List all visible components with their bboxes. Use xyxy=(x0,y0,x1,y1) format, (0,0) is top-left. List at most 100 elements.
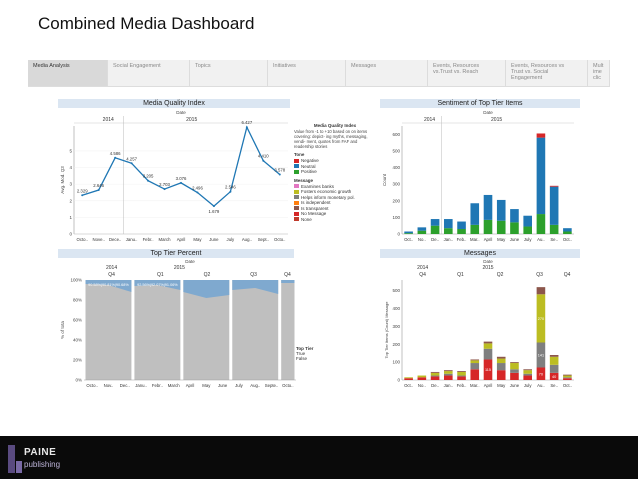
legend-message-item[interactable]: No Message xyxy=(294,211,376,217)
legend-tone-swatch xyxy=(294,158,299,163)
legend-tone-item[interactable]: Negative xyxy=(294,158,376,164)
mqi-data-point xyxy=(278,173,281,176)
legend-tone-list: Negative Neutral Positive xyxy=(294,158,376,175)
ttp-quarter-label: Q3 xyxy=(250,272,257,278)
tab-5[interactable]: Messages xyxy=(346,60,428,86)
messages-bar-other xyxy=(523,369,532,371)
messages-x-tick-label: July xyxy=(524,383,532,388)
legend-message-item[interactable]: None xyxy=(294,217,376,223)
messages-bar-other xyxy=(549,355,559,357)
sentiment-x-tick-label: April xyxy=(484,237,493,242)
top-tier-legend-label: True xyxy=(296,351,306,356)
ttp-y-tick-label: 60% xyxy=(73,318,82,323)
messages-bar-grey xyxy=(483,348,493,360)
messages-bar-red xyxy=(549,372,559,380)
ttp-false-area xyxy=(232,280,279,380)
mqi-y-axis-label: Avg. Mod. Q3 xyxy=(60,166,65,194)
ttp-x-tick-label: May xyxy=(202,383,211,388)
legend-message-label: No Message xyxy=(301,211,327,217)
mqi-data-label: 6.427 xyxy=(241,120,252,125)
legend-message-item[interactable]: Helps inform monetary pol. xyxy=(294,195,376,201)
messages-date-label: Date xyxy=(483,259,493,264)
mqi-data-point xyxy=(97,189,100,192)
mqi-y-tick-label: 4 xyxy=(69,165,72,170)
sentiment-x-tick-label: No.. xyxy=(418,237,426,242)
messages-x-tick-label: Mar.. xyxy=(470,383,480,388)
top-tier-legend-item[interactable]: False xyxy=(296,356,336,361)
messages-bar-olive xyxy=(510,363,519,370)
sentiment-y-tick-label: 300 xyxy=(392,182,400,187)
messages-bar-label: 40 xyxy=(552,375,556,379)
messages-year-label: 2015 xyxy=(482,265,493,271)
sentiment-y-tick-label: 200 xyxy=(392,198,400,203)
legend-message-swatch xyxy=(294,211,299,216)
sentiment-bar-positive xyxy=(444,228,453,234)
messages-bar-grey xyxy=(430,375,440,377)
sentiment-year-label: 2014 xyxy=(424,117,435,123)
messages-bar-grey xyxy=(444,373,453,376)
messages-bar-other xyxy=(510,362,519,364)
mqi-y-tick-label: 1 xyxy=(69,215,72,220)
ttp-true-area xyxy=(281,280,295,283)
ttp-quarter-label: Q1 xyxy=(157,272,164,278)
messages-y-tick-label: 0 xyxy=(397,378,400,383)
tab-2[interactable]: Social Engagement xyxy=(108,60,190,86)
legend-tone-item[interactable]: Neutral xyxy=(294,164,376,170)
legend-message-item[interactable]: Fosters economic growth xyxy=(294,189,376,195)
messages-bar-red xyxy=(536,367,546,380)
mqi-data-label: 1.679 xyxy=(209,209,220,214)
mqi-x-tick-label: May xyxy=(193,237,202,242)
sentiment-bar-positive xyxy=(549,224,559,234)
messages-year-label: 2014 xyxy=(417,265,428,271)
sentiment-x-tick-label: Oct.. xyxy=(563,237,572,242)
sentiment-x-tick-label: Feb.. xyxy=(457,237,467,242)
top-tier-legend-item[interactable]: True xyxy=(296,351,336,356)
mqi-data-label: 3.578 xyxy=(274,168,285,173)
legend-message-item[interactable]: Is independent xyxy=(294,200,376,206)
ttp-quarter-label: Q4 xyxy=(284,272,291,278)
sentiment-y-tick-label: 500 xyxy=(392,148,400,153)
sentiment-bar-neutral xyxy=(430,219,440,226)
ttp-x-tick-label: Febr.. xyxy=(152,383,163,388)
ttp-x-tick-label: Nov.. xyxy=(104,383,114,388)
logo-mark-accent-icon xyxy=(16,461,22,473)
ttp-true-area xyxy=(232,280,279,294)
tab-1[interactable]: Media Analysis xyxy=(28,60,108,86)
legend-tone-label: Neutral xyxy=(301,163,316,169)
messages-bar-red xyxy=(510,372,519,380)
ttp-x-tick-label: Octo.. xyxy=(282,383,293,388)
footer-bar: PAINE publishing xyxy=(0,436,638,479)
messages-y-tick-label: 500 xyxy=(392,288,400,293)
mqi-x-tick-label: Octo.. xyxy=(76,237,87,242)
sentiment-bar-positive xyxy=(510,222,519,234)
mqi-x-tick-label: July xyxy=(227,237,235,242)
legend-tone-item[interactable]: Positive xyxy=(294,169,376,175)
mqi-x-tick-label: April xyxy=(177,237,186,242)
messages-quarter-label: Q2 xyxy=(497,272,504,278)
ttp-false-area xyxy=(85,280,132,380)
tab-4[interactable]: Initiatives xyxy=(268,60,346,86)
legend-message-label: None xyxy=(301,216,312,222)
tab-8[interactable]: Mult ime clic xyxy=(588,60,610,86)
sentiment-x-tick-label: Jan.. xyxy=(444,237,453,242)
legend-message-item[interactable]: Examines banks xyxy=(294,184,376,190)
top-tier-percent-chart: Date 2014 2015 Q4 Q1 Q2 Q3 Q4 % of tota 0% 20% 40% 6… xyxy=(60,259,296,388)
tab-6[interactable]: Events, Resources vs.Trust vs. Reach xyxy=(428,60,506,86)
ttp-x-tick-label: Janu.. xyxy=(135,383,147,388)
messages-bar-other xyxy=(496,356,506,359)
tab-7[interactable]: Events, Resources vs Trust vs. Social En… xyxy=(506,60,588,86)
tab-3[interactable]: Topics xyxy=(190,60,268,86)
messages-bar-olive xyxy=(444,371,453,374)
sentiment-bar-positive xyxy=(470,224,480,234)
legend-message-label: Examines banks xyxy=(301,183,335,189)
messages-x-tick-label: Oct.. xyxy=(563,383,572,388)
mqi-x-tick-label: Aug.. xyxy=(242,237,252,242)
sentiment-y-tick-label: 400 xyxy=(392,165,400,170)
sentiment-x-tick-label: De.. xyxy=(431,237,439,242)
messages-quarter-label: Q4 xyxy=(419,272,426,278)
legend-tone-swatch xyxy=(294,164,299,169)
legend-message-swatch xyxy=(294,206,299,211)
ttp-x-tick-label: March xyxy=(168,383,181,388)
sentiment-bar-neutral xyxy=(457,221,466,230)
legend-message-item[interactable]: Is transparent xyxy=(294,206,376,212)
